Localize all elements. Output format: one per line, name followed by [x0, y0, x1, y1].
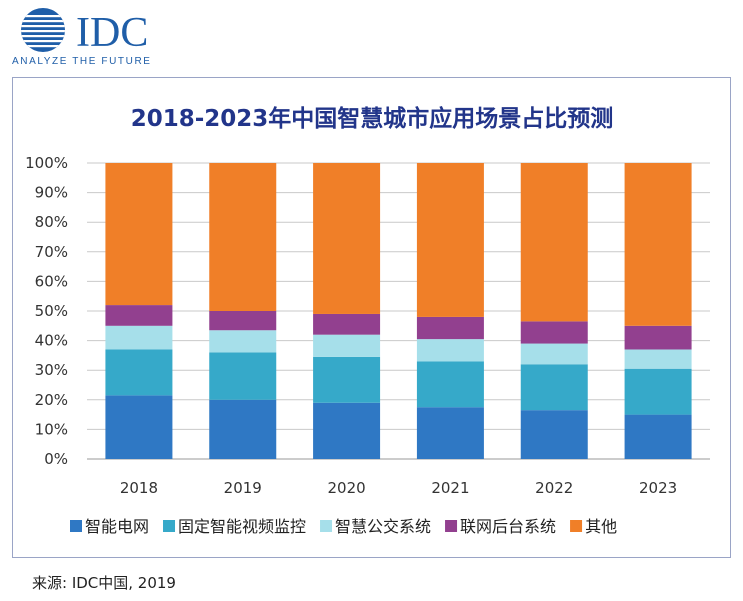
chart-title: 2018-2023年中国智慧城市应用场景占比预测 [131, 105, 614, 132]
bar-segment [209, 352, 277, 400]
bar-segment [624, 325, 692, 350]
bar-segment [624, 368, 692, 415]
legend-label: 其他 [585, 517, 617, 536]
logo-text: IDC [76, 10, 148, 56]
x-tick-label: 2022 [535, 479, 573, 497]
bar-segment [624, 163, 692, 326]
y-tick-label: 100% [25, 154, 68, 172]
chart-frame [12, 77, 731, 558]
bar-segment [209, 399, 277, 459]
bar-segment [313, 313, 381, 335]
legend-label: 智能电网 [85, 517, 149, 536]
bar-segment [313, 402, 381, 459]
y-tick-label: 40% [35, 332, 68, 350]
logo-tagline: ANALYZE THE FUTURE [12, 56, 152, 67]
x-tick-label: 2018 [120, 479, 158, 497]
legend-swatch [320, 520, 333, 532]
bar-segment [624, 349, 692, 369]
y-tick-label: 0% [44, 450, 68, 468]
y-tick-label: 70% [35, 243, 68, 261]
bar-segment [416, 361, 484, 408]
y-axis: 0% 10% 20% 30% 40% 50% 60% 70% 80% 90% 100% [25, 154, 68, 468]
y-tick-label: 30% [35, 361, 68, 379]
legend-swatch [163, 520, 176, 532]
bar-segment [624, 414, 692, 459]
legend-label: 固定智能视频监控 [178, 517, 306, 536]
y-tick-label: 50% [35, 302, 68, 320]
legend-swatch [570, 520, 583, 532]
x-tick-label: 2020 [327, 479, 365, 497]
bar-segment [416, 339, 484, 362]
y-tick-label: 90% [35, 184, 68, 202]
bar-segment [313, 163, 381, 314]
gridlines [87, 162, 710, 460]
y-tick-label: 20% [35, 391, 68, 409]
source-note: 来源: IDC中国, 2019 [32, 574, 176, 592]
x-tick-label: 2019 [224, 479, 262, 497]
bar-segment [520, 364, 588, 411]
legend-swatch [70, 520, 82, 532]
bar-segment [105, 325, 173, 350]
x-tick-label: 2021 [431, 479, 469, 497]
globe-icon [21, 8, 65, 52]
x-tick-label: 2023 [639, 479, 677, 497]
bar-segment [520, 343, 588, 365]
bar-segment [416, 163, 484, 317]
y-tick-label: 60% [35, 272, 68, 290]
y-tick-label: 80% [35, 213, 68, 231]
y-tick-label: 10% [35, 420, 68, 438]
x-axis: 2018 2019 2020 2021 2022 2023 [120, 479, 677, 497]
bar-segment [209, 311, 277, 331]
legend-label: 联网后台系统 [460, 517, 556, 536]
bar-segment [313, 334, 381, 357]
bar-segment [313, 356, 381, 403]
legend-label: 智慧公交系统 [335, 517, 431, 536]
bar-segment [416, 316, 484, 340]
bar-segment [520, 163, 588, 322]
bars [105, 163, 692, 459]
bar-segment [209, 163, 277, 311]
bar-segment [416, 407, 484, 459]
bar-segment [105, 305, 173, 326]
bar-segment [105, 395, 173, 459]
idc-logo: IDC ANALYZE THE FUTURE [12, 8, 152, 67]
bar-segment [105, 349, 173, 396]
bar-segment [209, 330, 277, 353]
legend: 智能电网 固定智能视频监控 智慧公交系统 联网后台系统 其他 [70, 517, 617, 536]
bar-segment [520, 410, 588, 459]
legend-swatch [445, 520, 458, 532]
bar-segment [520, 321, 588, 344]
bar-segment [105, 163, 173, 306]
